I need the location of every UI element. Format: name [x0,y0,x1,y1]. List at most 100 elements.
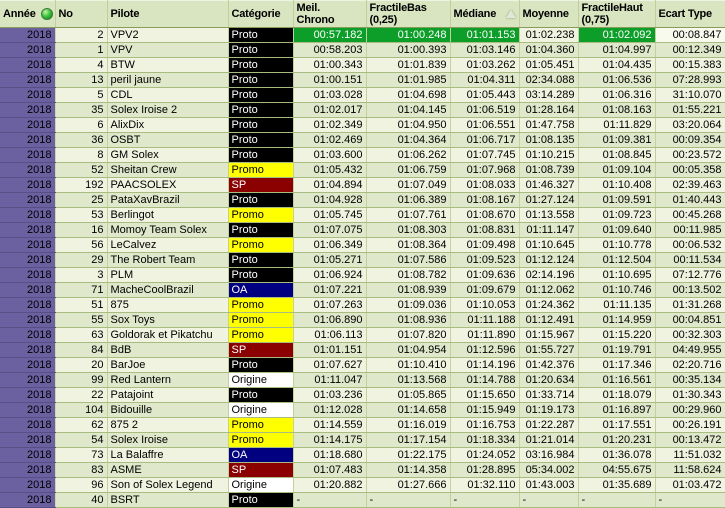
category-cell[interactable]: Proto [228,387,294,403]
std-dev-cell[interactable]: 01:03.472 [655,477,725,493]
year-cell[interactable]: 2018 [0,447,56,463]
lower-quartile-cell[interactable]: 01:04.698 [366,87,451,103]
number-cell[interactable]: 8 [55,147,108,163]
year-cell[interactable]: 2018 [0,327,56,343]
column-header-categorie[interactable]: Catégorie [228,0,294,28]
year-cell[interactable]: 2018 [0,267,56,283]
number-cell[interactable]: 62 [55,417,108,433]
median-cell[interactable]: 01:18.334 [450,432,520,448]
year-cell[interactable]: 2018 [0,252,56,268]
category-cell[interactable]: Proto [228,267,294,283]
category-cell[interactable]: Proto [228,57,294,73]
number-cell[interactable]: 22 [55,387,108,403]
mean-cell[interactable]: 01:21.014 [519,432,579,448]
year-cell[interactable]: 2018 [0,132,56,148]
median-cell[interactable]: 01:05.443 [450,87,520,103]
number-cell[interactable]: 25 [55,192,108,208]
mean-cell[interactable]: 05:34.002 [519,462,579,478]
median-cell[interactable]: 01:06.551 [450,117,520,133]
mean-cell[interactable]: 01:05.451 [519,57,579,73]
mean-cell[interactable]: 01:11.147 [519,222,579,238]
upper-quartile-cell[interactable]: 01:10.746 [578,282,656,298]
mean-cell[interactable]: 01:04.360 [519,42,579,58]
pilot-cell[interactable]: BSRT [107,492,229,508]
median-cell[interactable]: 01:09.523 [450,252,520,268]
pilot-cell[interactable]: peril jaune [107,72,229,88]
pilot-cell[interactable]: CDL [107,87,229,103]
std-dev-cell[interactable]: 00:13.502 [655,282,725,298]
mean-cell[interactable]: 01:27.124 [519,192,579,208]
std-dev-cell[interactable]: 11:58.624 [655,462,725,478]
mean-cell[interactable]: 03:14.289 [519,87,579,103]
median-cell[interactable]: 01:32.110 [450,477,520,493]
best-time-cell[interactable]: 01:03.028 [293,87,367,103]
year-cell[interactable]: 2018 [0,42,56,58]
pilot-cell[interactable]: Sox Toys [107,312,229,328]
number-cell[interactable]: 13 [55,72,108,88]
number-cell[interactable]: 99 [55,372,108,388]
mean-cell[interactable]: 01:12.491 [519,312,579,328]
column-header-no[interactable]: No [55,0,108,28]
lower-quartile-cell[interactable]: 01:04.364 [366,132,451,148]
year-cell[interactable]: 2018 [0,477,56,493]
number-cell[interactable]: 20 [55,357,108,373]
pilot-cell[interactable]: Berlingot [107,207,229,223]
upper-quartile-cell[interactable]: 01:15.220 [578,327,656,343]
pilot-cell[interactable]: Son of Solex Legend [107,477,229,493]
best-time-cell[interactable]: 01:04.928 [293,192,367,208]
category-cell[interactable]: Promo [228,237,294,253]
year-cell[interactable]: 2018 [0,57,56,73]
lower-quartile-cell[interactable]: 01:07.761 [366,207,451,223]
best-time-cell[interactable]: 01:00.343 [293,57,367,73]
lower-quartile-cell[interactable]: 01:14.358 [366,462,451,478]
upper-quartile-cell[interactable]: 01:14.959 [578,312,656,328]
column-header-moyenne[interactable]: Moyenne [519,0,579,28]
mean-cell[interactable]: 01:55.727 [519,342,579,358]
lower-quartile-cell[interactable]: 01:08.939 [366,282,451,298]
std-dev-cell[interactable]: 00:13.472 [655,432,725,448]
pilot-cell[interactable]: PAACSOLEX [107,177,229,193]
pilot-cell[interactable]: PataXavBrazil [107,192,229,208]
year-cell[interactable]: 2018 [0,372,56,388]
year-cell[interactable]: 2018 [0,162,56,178]
year-cell[interactable]: 2018 [0,387,56,403]
category-cell[interactable]: Promo [228,162,294,178]
category-cell[interactable]: Proto [228,147,294,163]
mean-cell[interactable]: 01:19.173 [519,402,579,418]
median-cell[interactable]: 01:01.153 [450,27,520,43]
year-cell[interactable]: 2018 [0,462,56,478]
lower-quartile-cell[interactable]: 01:27.666 [366,477,451,493]
lower-quartile-cell[interactable]: 01:06.759 [366,162,451,178]
upper-quartile-cell[interactable]: 01:10.778 [578,237,656,253]
median-cell[interactable]: 01:11.890 [450,327,520,343]
number-cell[interactable]: 29 [55,252,108,268]
number-cell[interactable]: 56 [55,237,108,253]
std-dev-cell[interactable]: 11:51.032 [655,447,725,463]
year-cell[interactable]: 2018 [0,147,56,163]
best-time-cell[interactable]: 01:03.600 [293,147,367,163]
mean-cell[interactable]: 01:20.634 [519,372,579,388]
category-cell[interactable]: OA [228,282,294,298]
category-cell[interactable]: Proto [228,132,294,148]
lower-quartile-cell[interactable]: 01:07.820 [366,327,451,343]
number-cell[interactable]: 71 [55,282,108,298]
lower-quartile-cell[interactable]: 01:08.303 [366,222,451,238]
pilot-cell[interactable]: PLM [107,267,229,283]
number-cell[interactable]: 40 [55,492,108,508]
best-time-cell[interactable]: 01:05.271 [293,252,367,268]
lower-quartile-cell[interactable]: 01:04.950 [366,117,451,133]
year-cell[interactable]: 2018 [0,87,56,103]
upper-quartile-cell[interactable]: 01:12.504 [578,252,656,268]
best-time-cell[interactable]: 01:07.221 [293,282,367,298]
pilot-cell[interactable]: Bidouille [107,402,229,418]
pilot-cell[interactable]: La Balaffre [107,447,229,463]
mean-cell[interactable]: 01:24.362 [519,297,579,313]
median-cell[interactable]: 01:06.519 [450,102,520,118]
best-time-cell[interactable]: 01:14.175 [293,432,367,448]
pilot-cell[interactable]: Red Lantern [107,372,229,388]
lower-quartile-cell[interactable]: 01:17.154 [366,432,451,448]
number-cell[interactable]: 63 [55,327,108,343]
upper-quartile-cell[interactable]: 01:08.845 [578,147,656,163]
pilot-cell[interactable]: Solex Iroise [107,432,229,448]
year-cell[interactable]: 2018 [0,492,56,508]
